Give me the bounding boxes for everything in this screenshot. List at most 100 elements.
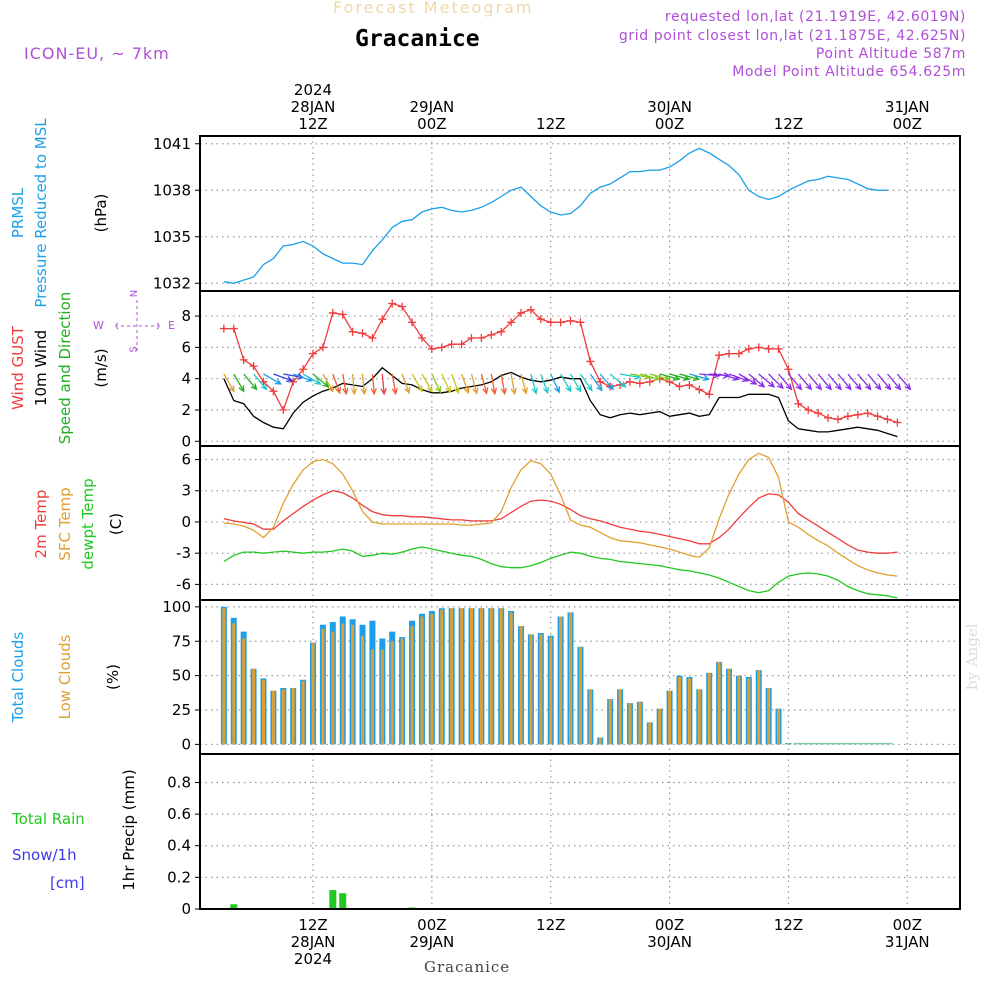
low-cloud-bar [767, 688, 771, 745]
bottom-time-label: 12Z [536, 916, 565, 934]
wind-direction-arrow [223, 373, 235, 393]
wind-direction-arrow [253, 373, 268, 391]
gust-marker [833, 415, 842, 424]
gust-marker [507, 318, 516, 327]
y-tick-label: 2 [181, 401, 191, 419]
wind-direction-arrow [451, 373, 460, 395]
wind-direction-arrow [609, 373, 627, 388]
wind-direction-arrow [857, 373, 872, 391]
gust-marker [794, 399, 803, 408]
snow-label: Snow/1h [12, 846, 77, 864]
pressure-line [223, 147, 888, 284]
low-cloud-bar [321, 628, 325, 745]
location-title: Gracanice [355, 26, 480, 52]
gust-marker [556, 318, 565, 327]
low-cloud-bar [232, 623, 236, 745]
gust-marker [853, 410, 862, 419]
y-tick-label: -6 [176, 575, 191, 593]
low-cloud-bar [697, 689, 701, 745]
gust-marker [398, 302, 407, 311]
y-tick-label: 0.4 [167, 837, 191, 855]
compass-e: E [168, 319, 175, 332]
gust-marker [744, 344, 753, 353]
low-cloud-bar [450, 608, 454, 745]
low-cloud-bar [291, 688, 295, 745]
wind-direction-arrow [827, 373, 842, 391]
low-cloud-bar [608, 699, 612, 745]
gust-marker [526, 305, 535, 314]
pressure-ylabel-short: PRMSL [9, 187, 27, 238]
cloud-zero-mark [872, 742, 883, 745]
low-cloud-bar [747, 678, 751, 745]
low-cloud-bar [489, 608, 493, 745]
SFC Temp-line [223, 452, 898, 577]
wind-direction-arrow [550, 373, 560, 394]
top-time-label: 00Z [655, 115, 684, 133]
y-tick-label: 8 [181, 307, 191, 325]
low-cloud-bar [420, 616, 424, 745]
wind-direction-arrow [510, 373, 517, 396]
panel-frame [199, 135, 961, 292]
low-cloud-bar [628, 703, 632, 745]
wind-direction-arrow [579, 373, 593, 392]
y-tick-label: 3 [181, 482, 191, 500]
y-tick-label: 1035 [153, 228, 191, 246]
wind-direction-arrow [589, 373, 603, 392]
wind-direction-arrow [460, 373, 470, 395]
gust-marker [437, 343, 446, 352]
wind-direction-arrow [302, 373, 322, 385]
low-cloud-bar [529, 634, 533, 745]
compass-w: W [93, 319, 104, 332]
gust-marker [279, 405, 288, 414]
y-tick-label: 1032 [153, 274, 191, 292]
low-cloud-bar [559, 616, 563, 745]
bottom-time-label: 31JAN [885, 933, 930, 951]
bottom-time-label: 12Z [298, 916, 327, 934]
low-cloud-bar [341, 623, 345, 745]
gust-marker [368, 333, 377, 342]
y-tick-label: 0.8 [167, 773, 191, 791]
gust-marker [457, 340, 466, 349]
wind-direction-arrow [263, 373, 283, 385]
grids [200, 136, 960, 910]
low-cloud-bar [786, 743, 790, 745]
gust-marker [417, 333, 426, 342]
wind-direction-arrow [877, 373, 892, 391]
rain-bar [230, 904, 238, 909]
y-tick-label: 0 [181, 513, 191, 531]
low-cloud-bar [588, 689, 592, 745]
low-cloud-bar [668, 690, 672, 745]
wind-direction-arrow [490, 373, 498, 396]
panel-frame [199, 290, 961, 447]
panel-frame [199, 753, 961, 910]
wind-direction-arrow [659, 373, 681, 381]
low-cloud-bar [687, 678, 691, 745]
y-tick-label: -3 [176, 544, 191, 562]
top-time-label: 12Z [536, 115, 565, 133]
gust-marker [289, 377, 298, 386]
wind-direction-arrow [500, 373, 507, 396]
gust-marker [477, 333, 486, 342]
gust-marker [675, 382, 684, 391]
wind-direction-arrow [273, 373, 294, 383]
y-tick-label: 0 [181, 432, 191, 450]
sfc-temp-ylabel: SFC Temp [56, 487, 74, 560]
gust-marker [348, 327, 357, 336]
low-cloud-bar [578, 646, 582, 745]
cloud-zero-mark [813, 742, 824, 745]
gust-marker [645, 377, 654, 386]
wind-direction-arrow [560, 373, 572, 393]
wind-direction-arrow [233, 373, 245, 393]
wind-direction-arrow [807, 373, 823, 391]
low-cloud-bar [598, 737, 602, 745]
gust-marker [269, 387, 278, 396]
wind-direction-arrow [312, 373, 330, 388]
gust-marker [309, 349, 317, 358]
gust-marker [427, 344, 436, 353]
gust-marker [467, 333, 476, 342]
low-cloud-bar [707, 672, 711, 745]
low-cloud-bar [479, 608, 483, 745]
wind-direction-arrow [243, 373, 258, 391]
gust-marker [695, 385, 704, 394]
gust-marker [863, 409, 872, 418]
